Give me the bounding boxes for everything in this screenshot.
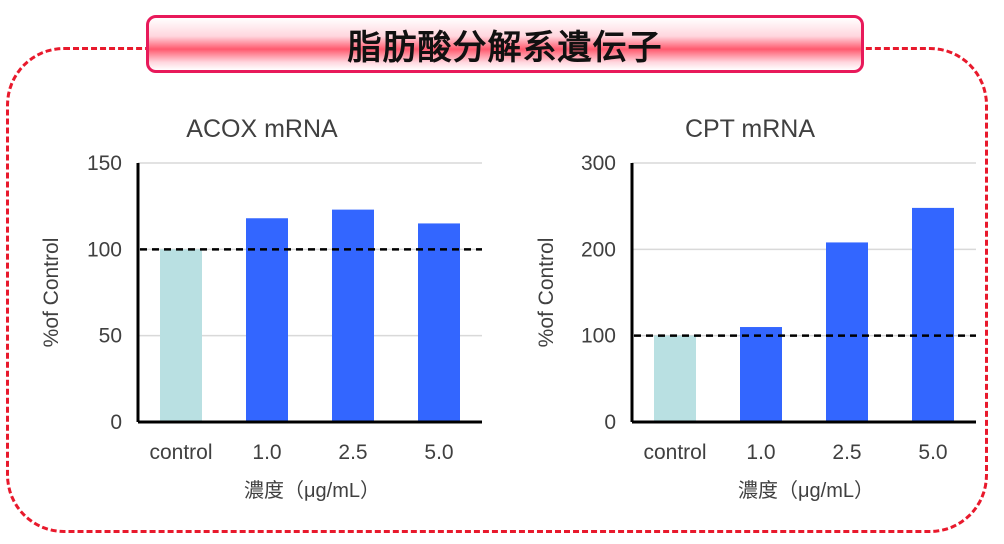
chart-2-xtick-label: 1.0 bbox=[746, 441, 775, 464]
chart-1-bar-control bbox=[160, 249, 202, 422]
chart-1-xtick-label: 5.0 bbox=[424, 441, 453, 464]
chart-1-title: ACOX mRNA bbox=[186, 115, 338, 143]
chart-1-xtick-label: 2.5 bbox=[338, 441, 367, 464]
chart-2-bar-2-5 bbox=[826, 242, 868, 422]
chart-2-bar-1-0 bbox=[740, 327, 782, 422]
chart-1-bar-2-5 bbox=[332, 209, 374, 422]
chart-2-xtick-label: 2.5 bbox=[832, 441, 861, 464]
chart-1-ytick-label: 100 bbox=[87, 238, 122, 261]
chart-2-title: CPT mRNA bbox=[685, 115, 815, 143]
chart-2-ytick-label: 0 bbox=[604, 411, 616, 434]
chart-1-xlabel: 濃度（μg/mL） bbox=[244, 479, 380, 502]
page-title: 脂肪酸分解系遺伝子 bbox=[146, 15, 864, 73]
chart-1-xtick-label: control bbox=[149, 441, 212, 464]
chart-2-xtick-label: 5.0 bbox=[918, 441, 947, 464]
chart-2-xtick-label: control bbox=[643, 441, 706, 464]
chart-2-bar-control bbox=[654, 335, 696, 422]
chart-1-ytick-label: 0 bbox=[110, 411, 122, 434]
chart-2-ytick-label: 200 bbox=[581, 238, 616, 261]
chart-1-ytick-label: 50 bbox=[99, 325, 122, 348]
chart-1-ylabel: %of Control bbox=[40, 238, 63, 348]
chart-2-xlabel: 濃度（μg/mL） bbox=[738, 479, 874, 502]
chart-1-bar-1-0 bbox=[246, 218, 288, 422]
chart-1-ytick-label: 150 bbox=[87, 152, 122, 175]
chart-2-bar-5-0 bbox=[912, 207, 954, 422]
chart-2-ylabel: %of Control bbox=[535, 238, 558, 348]
chart-1-xtick-label: 1.0 bbox=[252, 441, 281, 464]
chart-2-ytick-label: 300 bbox=[581, 152, 616, 175]
chart-1-bar-5-0 bbox=[418, 223, 460, 422]
chart-2-ytick-label: 100 bbox=[581, 325, 616, 348]
